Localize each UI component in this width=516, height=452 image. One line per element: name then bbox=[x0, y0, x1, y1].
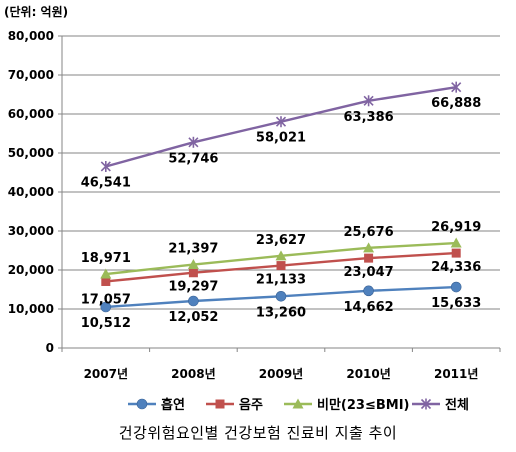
legend: 흡연 음주 비만(23≤BMI) 전체 bbox=[128, 397, 469, 413]
data-label: 21,133 bbox=[256, 273, 306, 288]
series-1 bbox=[101, 248, 461, 286]
data-label: 12,052 bbox=[168, 310, 218, 325]
x-tick-label: 2011년 bbox=[434, 367, 478, 381]
data-labels: 10,512 12,052 13,260 14,662 15,633 17,057 19,2… bbox=[81, 96, 482, 331]
data-point bbox=[275, 116, 287, 128]
series-0 bbox=[100, 281, 462, 313]
y-tick-label: 0 bbox=[46, 341, 54, 355]
data-point bbox=[100, 268, 112, 279]
y-tick-label: 10,000 bbox=[8, 302, 54, 316]
unit-label: (단위: 억원) bbox=[4, 4, 68, 19]
x-tick-label: 2009년 bbox=[259, 367, 303, 381]
data-point bbox=[363, 242, 375, 253]
x-tick-label: 2010년 bbox=[346, 367, 390, 381]
y-tick-label: 30,000 bbox=[8, 224, 54, 238]
data-point bbox=[450, 237, 462, 248]
legend-item: 음주 bbox=[206, 397, 263, 413]
legend-marker bbox=[215, 399, 225, 409]
data-label: 19,297 bbox=[168, 280, 218, 295]
data-point bbox=[364, 253, 374, 263]
x-tick-label: 2008년 bbox=[171, 367, 215, 381]
y-tick-label: 60,000 bbox=[8, 107, 54, 121]
data-label: 66,888 bbox=[431, 96, 481, 111]
data-point bbox=[188, 268, 198, 278]
series-3 bbox=[100, 81, 462, 172]
legend-item: 흡연 bbox=[128, 397, 185, 413]
legend-label: 전체 bbox=[445, 397, 469, 413]
data-point bbox=[188, 136, 199, 148]
data-label: 10,512 bbox=[81, 316, 131, 331]
series-group bbox=[100, 81, 462, 313]
y-tick-label: 50,000 bbox=[8, 146, 54, 160]
data-label: 18,971 bbox=[81, 251, 131, 266]
data-label: 23,047 bbox=[344, 265, 394, 280]
data-point bbox=[363, 95, 374, 107]
data-point bbox=[100, 301, 112, 313]
legend-marker bbox=[136, 398, 148, 410]
data-point bbox=[363, 285, 374, 297]
chart-caption: 건강위험요인별 건강보험 진료비 지출 추이 bbox=[118, 424, 398, 442]
legend-label: 흡연 bbox=[161, 397, 185, 413]
data-point bbox=[451, 248, 461, 258]
data-label: 15,633 bbox=[431, 296, 481, 311]
data-label: 17,057 bbox=[81, 292, 131, 307]
data-point bbox=[451, 81, 462, 93]
legend-label: 음주 bbox=[239, 397, 263, 413]
data-label: 63,386 bbox=[344, 110, 394, 125]
data-point bbox=[450, 281, 462, 293]
legend-item: 전체 bbox=[412, 397, 469, 413]
data-point bbox=[275, 250, 287, 261]
data-label: 46,541 bbox=[81, 175, 131, 190]
data-point bbox=[187, 259, 199, 270]
x-tick-label: 2007년 bbox=[84, 367, 128, 381]
y-tick-label: 40,000 bbox=[8, 185, 54, 199]
data-point bbox=[101, 276, 111, 286]
y-tick-label: 70,000 bbox=[8, 68, 54, 82]
data-label: 14,662 bbox=[344, 300, 394, 315]
y-tick-label: 80,000 bbox=[8, 29, 54, 43]
data-label: 23,627 bbox=[256, 233, 306, 248]
legend-item: 비만(23≤BMI) bbox=[284, 397, 409, 413]
data-point bbox=[100, 160, 111, 172]
data-label: 52,746 bbox=[168, 151, 218, 166]
data-label: 24,336 bbox=[431, 260, 481, 275]
data-point bbox=[276, 261, 286, 271]
legend-label: 비만(23≤BMI) bbox=[317, 397, 409, 413]
y-tick-label: 20,000 bbox=[8, 263, 54, 277]
data-point bbox=[275, 290, 287, 302]
data-label: 58,021 bbox=[256, 131, 306, 146]
data-label: 13,260 bbox=[256, 305, 306, 320]
series-2 bbox=[100, 237, 462, 279]
data-label: 26,919 bbox=[431, 220, 481, 235]
data-point bbox=[188, 295, 199, 307]
axes: 0 10,000 20,000 30,000 40,000 50,000 60,000 70,… bbox=[8, 29, 501, 381]
legend-marker bbox=[292, 398, 304, 409]
data-label: 21,397 bbox=[168, 242, 218, 257]
legend-marker bbox=[420, 398, 432, 410]
data-label: 25,676 bbox=[344, 225, 394, 240]
